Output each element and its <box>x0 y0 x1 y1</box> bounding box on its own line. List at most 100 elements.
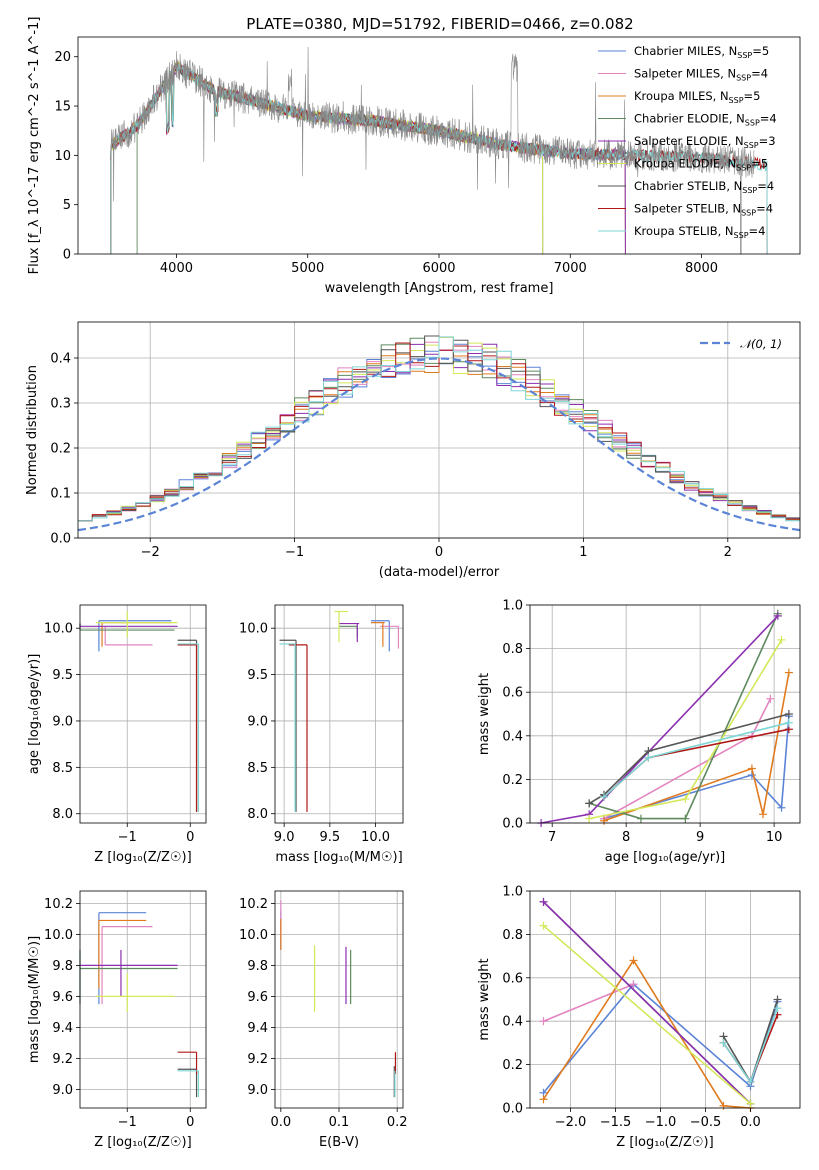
age-vs-Z-panel: −1 0 8.0 8.5 9.0 9.5 10.0 Z [log₁₀(Z/Z☉)] age [l… <box>27 604 207 865</box>
legend-label-chabrier_stelib: Chabrier STELIB, NSSP=4 <box>634 179 774 195</box>
y-tick-label: 0.1 <box>50 487 71 502</box>
y-tick-label: 9.2 <box>247 1052 268 1067</box>
y-tick-label: 8.5 <box>52 761 73 776</box>
legend-subscript: SSP <box>744 141 759 150</box>
series-point-kroupa_stelib <box>746 1077 755 1086</box>
legend-label-kroupa_miles: Kroupa MILES, NSSP=5 <box>634 89 760 105</box>
series-point-kroupa_elodie <box>746 1099 755 1108</box>
legend-text: =3 <box>759 134 776 148</box>
y-axis-label: Normed distribution <box>25 365 40 495</box>
legend-text: =4 <box>749 224 766 238</box>
legend-subscript: SSP <box>736 164 751 173</box>
y-tick-label: 10.2 <box>239 897 268 912</box>
legend-text: Salpeter STELIB, N <box>634 202 741 216</box>
residuals-panel: −2 −1 0 1 2 0.0 0.1 0.2 0.3 0.4 (data-model)/error… <box>25 321 801 580</box>
y-tick-label: 9.0 <box>52 1083 73 1098</box>
x-tick-label: −1 <box>285 545 304 560</box>
model-spectrum-salpeter_elodie <box>110 63 626 254</box>
weight-vs-Z-panel: −2.0 −1.5 −1.0 −0.5 0.0 0.0 0.2 0.4 0.6 0.8 1.0 Z [… <box>477 885 801 1150</box>
age-vs-mass-panel: 9.0 9.5 10.0 8.0 8.5 9.0 9.5 10.0 mass [log₁₀(M/… <box>239 604 404 865</box>
y-tick-label: 8.5 <box>247 761 268 776</box>
series-point-chabrier_stelib <box>784 710 793 718</box>
y-tick-label: 10 <box>54 149 71 164</box>
legend-text: =4 <box>751 67 768 81</box>
legend-text: Kroupa ELODIE, N <box>634 157 736 171</box>
y-tick-label: 8.0 <box>247 807 268 822</box>
series-point-kroupa_stelib <box>784 718 793 727</box>
series-point-chabrier_stelib <box>585 799 594 808</box>
series-line-salpeter_elodie <box>540 615 779 824</box>
legend-text: Chabrier MILES, N <box>634 44 737 58</box>
y-tick-label: 1.0 <box>502 885 523 900</box>
y-tick-label: 0 <box>63 248 71 263</box>
y-tick-label: 9.8 <box>52 959 73 974</box>
spectrum-panel: 4000 5000 6000 7000 8000 0 5 10 15 20 wavelength [… <box>27 17 801 296</box>
x-tick-label: 10 <box>766 830 783 845</box>
axes-frame <box>79 604 207 824</box>
mass-vs-Z-panel: −1 0 9.0 9.2 9.4 9.6 9.8 10.0 10.2 Z [log₁₀(Z/Z☉)… <box>27 890 207 1150</box>
y-tick-label: 0.2 <box>50 442 71 457</box>
axes-frame <box>529 604 801 824</box>
series-point-kroupa_miles <box>719 1101 728 1110</box>
y-axis-label: age [log₁₀(age/yr)] <box>27 654 42 775</box>
series-point-kroupa_elodie <box>585 814 594 823</box>
model-spectrum-kroupa_miles <box>110 61 626 254</box>
y-tick-label: 9.4 <box>52 1021 73 1036</box>
y-tick-label: 9.0 <box>247 714 268 729</box>
legend-text: Kroupa MILES, N <box>634 89 729 103</box>
series-point-kroupa_elodie <box>681 795 690 804</box>
y-tick-label: 9.5 <box>52 668 73 683</box>
series-line-salpeter_elodie <box>542 901 752 1105</box>
legend-text: Chabrier ELODIE, N <box>634 112 745 126</box>
series-line-salpeter_stelib <box>603 728 790 798</box>
x-tick-label: 8000 <box>685 261 718 276</box>
series-point-kroupa_miles <box>599 816 608 825</box>
y-tick-label: 0.2 <box>502 773 523 788</box>
y-axis-label: Flux [f_λ 10^-17 erg cm^-2 s^-1 A^-1] <box>27 17 42 275</box>
y-tick-label: 9.6 <box>52 990 73 1005</box>
y-tick-label: 0.0 <box>502 1102 523 1117</box>
series-point-chabrier_elodie <box>636 814 645 823</box>
x-tick-label: 0 <box>435 545 443 560</box>
y-tick-label: 0.8 <box>502 642 523 657</box>
y-tick-label: 10.0 <box>44 928 73 943</box>
y-tick-label: 10.2 <box>44 897 73 912</box>
y-tick-label: 10.0 <box>44 622 73 637</box>
series-point-kroupa_stelib <box>719 1038 728 1047</box>
model-spectrum-chabrier_miles <box>110 60 626 254</box>
series-point-kroupa_stelib <box>644 753 653 762</box>
series-line-chabrier_elodie <box>588 613 779 820</box>
y-tick-label: 0.6 <box>502 686 523 701</box>
legend-text: =4 <box>760 112 777 126</box>
x-tick-label: 9.0 <box>274 830 295 845</box>
y-tick-label: 0.4 <box>502 729 523 744</box>
x-tick-label: 10.0 <box>361 830 390 845</box>
legend-subscript: SSP <box>734 231 749 240</box>
legend-label-chabrier_miles: Chabrier MILES, NSSP=5 <box>634 44 769 60</box>
histogram-kroupa_stelib <box>78 336 800 522</box>
series-point-kroupa_miles <box>539 1095 548 1104</box>
y-axis-label: mass [log₁₀(M/M☉)] <box>27 936 42 1063</box>
x-tick-label: −2.0 <box>555 1115 587 1130</box>
y-tick-label: 20 <box>54 50 71 65</box>
y-tick-label: 9.6 <box>247 990 268 1005</box>
series-line-kroupa_miles <box>542 958 751 1109</box>
series-line-salpeter_miles <box>603 698 772 820</box>
legend-text: =5 <box>744 89 761 103</box>
weight-vs-age-panel: 7 8 9 10 0.0 0.2 0.4 0.6 0.8 1.0 age [log₁₀(age/yr… <box>477 599 801 865</box>
y-tick-label: 0.4 <box>50 352 71 367</box>
legend-subscript: SSP <box>729 96 744 105</box>
x-axis-label: (data-model)/error <box>379 565 500 580</box>
series-point-kroupa_miles <box>784 668 793 677</box>
legend-label-salpeter_miles: Salpeter MILES, NSSP=4 <box>634 67 768 83</box>
x-tick-label: 0 <box>186 1115 194 1130</box>
series-point-kroupa_miles <box>629 956 638 965</box>
series-line-kroupa_miles <box>603 672 790 822</box>
observed-spectrum <box>110 46 755 202</box>
legend-subscript: SSP <box>737 51 752 60</box>
legend-text: Salpeter ELODIE, N <box>634 134 744 148</box>
series-point-chabrier_miles <box>777 803 786 812</box>
spectrum-lines <box>110 46 768 254</box>
series-point-salpeter_miles <box>539 1017 548 1026</box>
